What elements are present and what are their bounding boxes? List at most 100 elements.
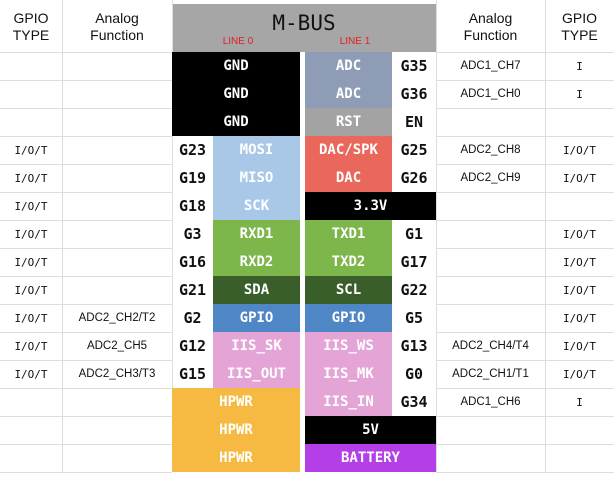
gpio-type: I/O/T	[14, 171, 48, 185]
pin-box: IIS_IN	[305, 388, 392, 416]
pin-box: RST	[305, 108, 392, 136]
gpio-label: G34	[400, 393, 428, 411]
gpio-type: I/O/T	[562, 367, 597, 381]
grid-line	[436, 52, 614, 53]
grid-line	[436, 0, 437, 472]
grid-line	[0, 80, 172, 81]
gpio-label: G26	[400, 169, 428, 187]
analog-function: ADC2_CH1/T1	[452, 368, 529, 380]
grid-line	[62, 0, 63, 472]
gpio-label: G13	[400, 337, 428, 355]
grid-line	[0, 220, 172, 221]
analog-function: ADC2_CH5	[86, 340, 148, 352]
header-gpio-type: GPIO TYPE	[561, 10, 598, 43]
pin-box: SDA	[213, 276, 300, 304]
gpio-type: I/O/T	[14, 283, 48, 297]
pin-box: RXD2	[213, 248, 300, 276]
grid-line	[436, 304, 614, 305]
gpio-label: G21	[178, 281, 207, 299]
gpio-type: I/O/T	[562, 255, 597, 269]
pin-box: GPIO	[213, 304, 300, 332]
mbus-title: M-BUS	[272, 11, 336, 35]
gpio-type: I/O/T	[562, 339, 597, 353]
grid-line	[0, 192, 172, 193]
grid-line	[436, 108, 614, 109]
grid-line	[436, 416, 614, 417]
header-analog: Analog Function	[90, 10, 144, 43]
gpio-label: G23	[178, 141, 207, 159]
grid-line	[0, 248, 172, 249]
line0-label: LINE 0	[222, 35, 254, 47]
analog-function: ADC1_CH7	[460, 60, 521, 72]
gpio-label: G25	[400, 141, 428, 159]
gpio-label: G5	[404, 309, 424, 327]
grid-line	[172, 0, 173, 472]
pin-box: TXD2	[305, 248, 392, 276]
pin-box: DAC/SPK	[305, 136, 392, 164]
gpio-label: G18	[178, 197, 207, 215]
grid-line	[0, 108, 172, 109]
analog-function: ADC2_CH3/T3	[78, 368, 156, 380]
gpio-label: G15	[178, 365, 207, 383]
grid-line	[436, 164, 614, 165]
pin-box: GND	[172, 52, 300, 80]
grid-line	[436, 388, 614, 389]
grid-line	[436, 360, 614, 361]
gpio-label: G2	[183, 309, 202, 327]
pin-box: IIS_WS	[305, 332, 392, 360]
grid-line	[0, 52, 172, 53]
pin-box: GND	[172, 80, 300, 108]
pin-box: ADC	[305, 52, 392, 80]
pin-box: DAC	[305, 164, 392, 192]
grid-line	[436, 332, 614, 333]
grid-line	[0, 136, 172, 137]
gpio-type: I/O/T	[14, 311, 48, 325]
grid-line	[0, 472, 172, 473]
gpio-label: G19	[178, 169, 207, 187]
grid-line	[0, 388, 172, 389]
gpio-label: G36	[400, 85, 428, 103]
analog-function: ADC1_CH6	[460, 396, 521, 408]
pin-box: IIS_MK	[305, 360, 392, 388]
pin-box: SCK	[213, 192, 300, 220]
gpio-label: G16	[178, 253, 207, 271]
mbus-header	[172, 4, 436, 52]
grid-line	[0, 276, 172, 277]
gpio-label: G3	[183, 225, 202, 243]
gpio-type: I/O/T	[14, 143, 48, 157]
gpio-type: I/O/T	[14, 227, 48, 241]
pin-box: HPWR	[172, 388, 300, 416]
pin-box: IIS_SK	[213, 332, 300, 360]
pin-box: 3.3V	[305, 192, 436, 220]
gpio-label: G35	[400, 57, 428, 75]
gpio-type: I	[576, 395, 583, 409]
grid-line	[0, 444, 172, 445]
pin-box: RXD1	[213, 220, 300, 248]
grid-line	[436, 248, 614, 249]
grid-line	[436, 220, 614, 221]
pin-box: HPWR	[172, 444, 300, 472]
grid-line	[436, 80, 614, 81]
gpio-type: I/O/T	[562, 143, 597, 157]
pin-box: TXD1	[305, 220, 392, 248]
header-analog: Analog Function	[463, 10, 518, 43]
gpio-type: I/O/T	[14, 367, 48, 381]
pin-box: MOSI	[213, 136, 300, 164]
pin-box: MISO	[213, 164, 300, 192]
grid-line	[545, 0, 546, 472]
gpio-label: G12	[178, 337, 207, 355]
header-gpio-type: GPIO TYPE	[12, 10, 50, 43]
gpio-label: G1	[404, 225, 424, 243]
analog-function: ADC2_CH9	[460, 172, 521, 184]
gpio-type: I/O/T	[562, 283, 597, 297]
gpio-type: I/O/T	[14, 199, 48, 213]
analog-function: ADC2_CH8	[460, 144, 521, 156]
gpio-type: I/O/T	[562, 171, 597, 185]
gpio-type: I/O/T	[14, 339, 48, 353]
grid-line	[436, 444, 614, 445]
pin-box: ADC	[305, 80, 392, 108]
analog-function: ADC2_CH2/T2	[78, 312, 156, 324]
gpio-type: I	[576, 59, 583, 73]
grid-line	[0, 332, 172, 333]
